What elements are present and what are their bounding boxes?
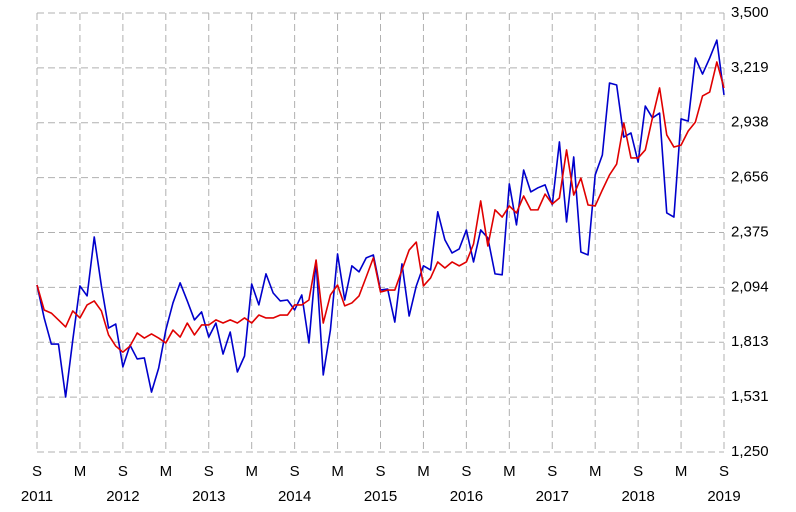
x-tick-label: S <box>32 463 42 480</box>
x-tick-label: M <box>417 463 430 480</box>
y-tick-label: 1,531 <box>731 388 769 405</box>
x-tick-label: M <box>245 463 258 480</box>
year-label: 2013 <box>192 488 225 505</box>
y-tick-label: 3,219 <box>731 59 769 76</box>
y-tick-label: 1,250 <box>731 443 769 460</box>
year-label: 2014 <box>278 488 311 505</box>
x-tick-label: S <box>547 463 557 480</box>
x-tick-label: M <box>589 463 602 480</box>
x-tick-label: S <box>461 463 471 480</box>
year-label: 2011 <box>21 488 53 505</box>
year-label: 2018 <box>621 488 654 505</box>
x-tick-label: S <box>375 463 385 480</box>
x-tick-label: S <box>204 463 214 480</box>
year-label: 2012 <box>106 488 139 505</box>
year-label: 2017 <box>536 488 569 505</box>
y-tick-label: 2,938 <box>731 114 769 131</box>
x-tick-label: M <box>331 463 344 480</box>
y-tick-label: 2,375 <box>731 223 769 240</box>
x-tick-label: S <box>118 463 128 480</box>
y-tick-label: 2,094 <box>731 278 769 295</box>
series-line <box>36 61 725 353</box>
x-tick-label: S <box>290 463 300 480</box>
year-label: 2016 <box>450 488 483 505</box>
year-label: 2015 <box>364 488 397 505</box>
year-label: 2019 <box>707 488 740 505</box>
x-tick-label: M <box>503 463 516 480</box>
y-tick-label: 2,656 <box>731 169 769 186</box>
y-tick-label: 1,813 <box>731 333 769 350</box>
y-tick-label: 3,500 <box>731 4 769 21</box>
x-tick-label: M <box>74 463 87 480</box>
x-tick-label: S <box>719 463 729 480</box>
x-tick-label: M <box>160 463 173 480</box>
x-tick-label: S <box>633 463 643 480</box>
x-tick-label: M <box>675 463 688 480</box>
